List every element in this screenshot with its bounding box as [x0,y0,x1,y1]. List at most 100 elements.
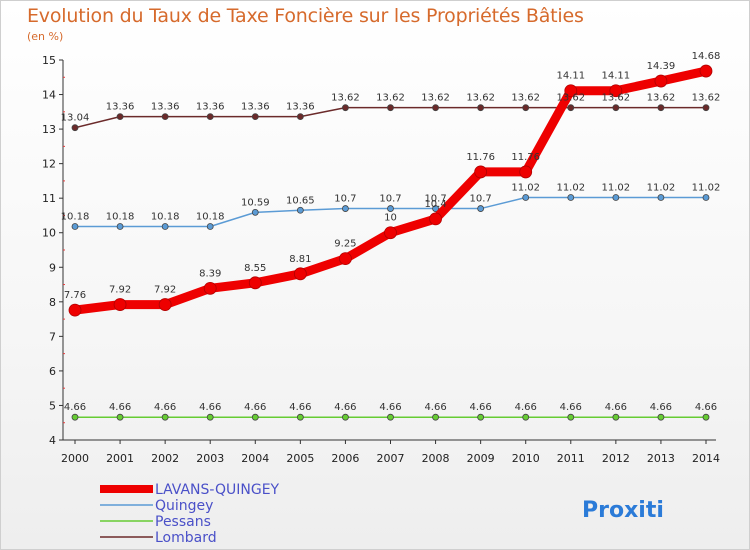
data-label: 13.62 [421,93,450,104]
data-label: 10.18 [196,212,225,223]
data-point [293,267,307,281]
data-label: 10.59 [241,197,270,208]
data-point [564,84,578,98]
data-point [432,104,439,112]
data-point [296,206,304,214]
y-tick-label: 7 [49,330,56,343]
x-tick-label: 2002 [151,452,179,465]
data-point [342,413,349,421]
x-tick-label: 2007 [377,452,405,465]
data-label: 4.66 [64,402,86,413]
data-point [387,205,394,212]
proxiti-logo: Proxiti [582,498,664,523]
data-label: 4.66 [379,402,401,413]
data-point [71,124,79,132]
data-label: 4.66 [109,402,131,413]
data-label: 4.66 [605,402,627,413]
x-tick-label: 2006 [331,452,359,465]
data-point [657,194,665,201]
data-point [296,113,304,121]
data-point [522,413,530,421]
data-label: 4.66 [515,402,537,413]
data-point [699,64,713,78]
data-point [116,113,124,121]
data-label: 13.62 [466,93,495,104]
data-label: 14.68 [692,51,721,62]
chart-title: Evolution du Taux de Taxe Foncière sur l… [27,5,584,27]
data-point [251,208,259,216]
data-label: 8.81 [289,254,311,265]
y-tick-label: 8 [49,296,56,309]
data-point [432,205,439,212]
data-point [474,165,488,179]
y-tick-label: 10 [42,227,56,240]
data-label: 7.92 [154,285,176,296]
data-label: 4.66 [695,402,717,413]
x-tick-label: 2010 [512,452,540,465]
data-point [116,223,124,230]
legend-label: Quingey [155,498,213,514]
data-point [206,413,214,421]
data-label: 13.62 [511,93,540,104]
data-label: 10.7 [334,194,356,205]
data-point [387,104,394,112]
y-tick-label: 11 [42,192,56,205]
data-point [71,223,79,230]
x-tick-label: 2005 [286,452,314,465]
data-point [161,113,169,121]
data-label: 7.76 [64,290,86,301]
data-label: 4.66 [560,402,582,413]
data-point [654,74,668,88]
data-point [161,413,169,421]
data-label: 10.18 [106,212,135,223]
data-label: 11.02 [511,182,540,193]
data-point [609,84,623,98]
data-label: 4.66 [289,402,311,413]
data-point [477,413,485,421]
data-label: 4.66 [154,402,176,413]
data-label: 8.55 [244,263,266,274]
data-label: 13.62 [692,93,721,104]
data-label: 11.02 [556,182,585,193]
x-tick-label: 2000 [61,452,89,465]
data-point [203,281,217,295]
data-point [612,194,620,201]
data-label: 4.66 [470,402,492,413]
data-label: 4.66 [199,402,221,413]
data-label: 10.7 [379,194,401,205]
data-point [71,413,79,421]
data-label: 13.04 [61,113,90,124]
data-label: 10.18 [61,212,90,223]
data-point [567,194,575,201]
data-label: 7.92 [109,285,131,296]
data-label: 4.66 [424,402,446,413]
x-tick-label: 2014 [692,452,720,465]
data-point [612,104,620,112]
data-label: 11.02 [602,182,631,193]
data-label: 13.36 [106,102,135,113]
data-label: 13.62 [376,93,405,104]
data-point [296,413,304,421]
data-label: 9.25 [334,239,356,250]
data-point [522,194,530,201]
data-label: 10.65 [286,195,315,206]
data-point [251,413,259,421]
legend-label: Lombard [155,530,217,546]
data-point [68,303,82,317]
data-point [429,212,442,226]
data-label: 11.02 [692,182,721,193]
data-point [248,276,262,290]
data-point [519,165,533,179]
data-label: 11.76 [511,152,540,163]
data-point [113,298,127,311]
data-point [342,104,349,112]
data-label: 14.39 [647,61,676,72]
legend-label: Pessans [155,514,211,530]
chart-subtitle: (en %) [27,30,64,43]
data-point [432,413,439,421]
data-point [477,205,485,212]
data-point [702,194,710,201]
data-label: 4.66 [244,402,266,413]
data-label: 11.76 [466,152,495,163]
data-point [339,252,352,266]
